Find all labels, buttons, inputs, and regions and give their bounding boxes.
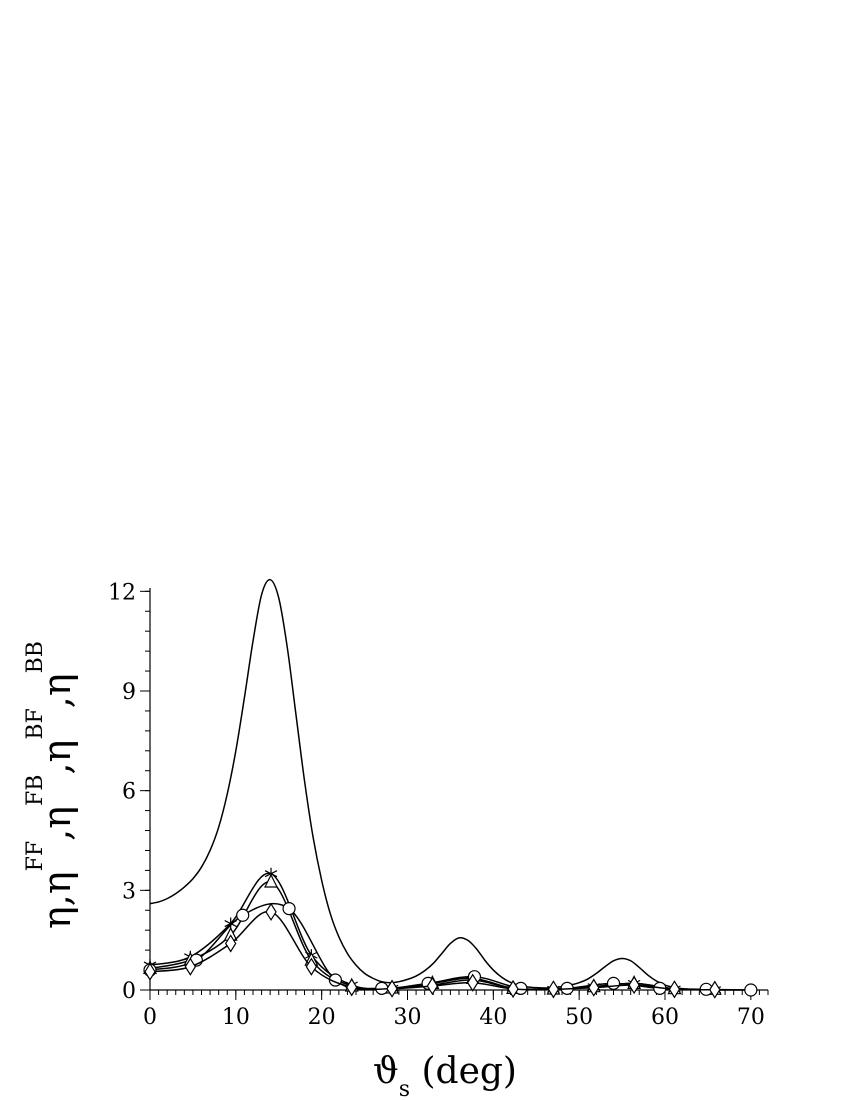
y-label-part: BF — [23, 708, 48, 739]
marker — [588, 978, 600, 997]
y-axis-label: η,ηFF,ηFB,ηBF,ηBB — [23, 641, 79, 929]
marker — [628, 975, 640, 995]
y-tick-label: 6 — [122, 780, 136, 805]
x-tick-label: 30 — [394, 1005, 422, 1030]
x-label-part: s — [399, 1077, 410, 1100]
marker — [305, 957, 318, 976]
x-tick-label: 20 — [308, 1005, 336, 1030]
x-label-part: (deg) — [410, 1051, 517, 1092]
marker — [184, 957, 197, 976]
x-tick-label: 70 — [737, 1005, 765, 1030]
y-label-part: ,η — [35, 806, 79, 841]
marker — [606, 976, 621, 990]
y-label-part: BB — [23, 641, 48, 673]
marker — [264, 873, 278, 888]
x-tick-label: 50 — [565, 1005, 593, 1030]
marker — [282, 902, 296, 916]
marker — [236, 908, 250, 922]
y-label-part: FF — [23, 841, 48, 872]
marker — [744, 983, 758, 997]
marker — [668, 980, 681, 999]
x-tick-label: 0 — [143, 1005, 157, 1030]
y-tick-label: 9 — [122, 680, 136, 705]
marker — [547, 980, 560, 999]
y-label-part: η,η — [35, 871, 79, 929]
x-label-part: ϑ — [373, 1051, 399, 1092]
marker — [426, 976, 439, 996]
y-label-part: FB — [23, 775, 48, 806]
marker — [467, 973, 479, 992]
marker — [265, 902, 277, 922]
y-tick-label: 3 — [122, 879, 136, 904]
marker — [346, 978, 358, 997]
marker — [224, 934, 237, 953]
x-tick-label: 40 — [479, 1005, 507, 1030]
x-tick-label: 10 — [222, 1005, 250, 1030]
marker — [144, 962, 156, 981]
x-axis-label: ϑs (deg) — [373, 1051, 517, 1100]
y-tick-label: 0 — [122, 979, 136, 1004]
marker — [709, 980, 721, 999]
y-label-part: ,η — [35, 740, 79, 775]
marker — [386, 979, 398, 998]
marker — [507, 979, 519, 999]
y-tick-label: 12 — [108, 580, 136, 605]
x-tick-label: 60 — [651, 1005, 679, 1030]
y-label-part: ,η — [35, 673, 79, 708]
series-line — [149, 578, 751, 991]
